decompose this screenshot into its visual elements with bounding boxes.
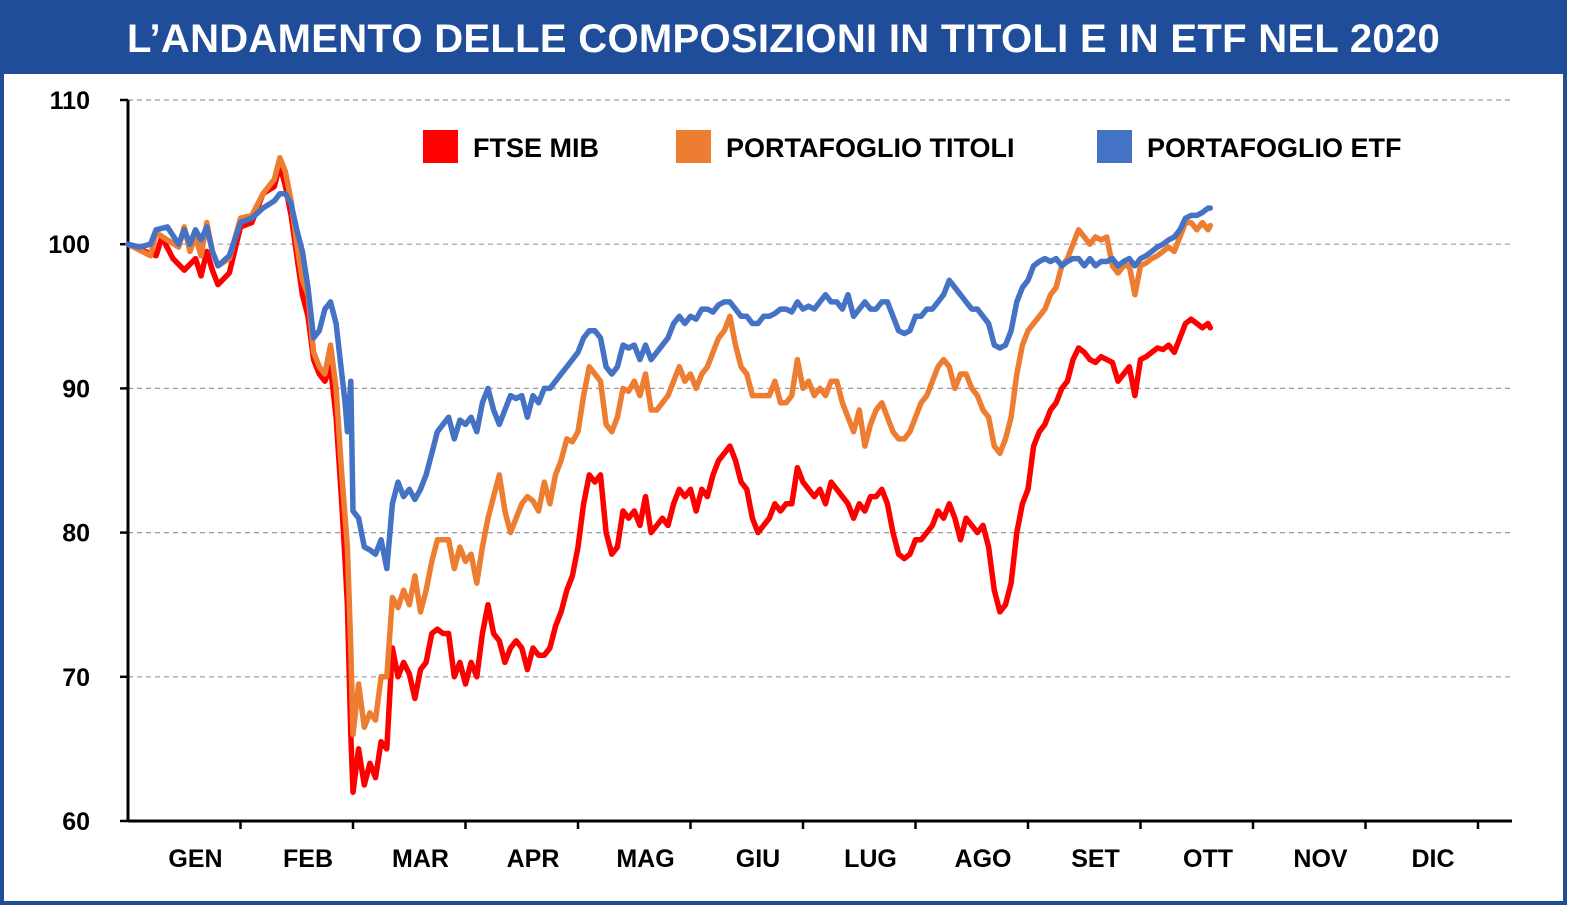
x-tick-label: FEB [283, 845, 333, 873]
x-tick-label: SET [1071, 845, 1120, 873]
y-tick-label: 100 [48, 231, 90, 259]
y-tick-label: 90 [62, 375, 90, 403]
x-tick-label: GEN [168, 845, 222, 873]
y-tick-label: 60 [62, 808, 90, 836]
y-tick-label: 80 [62, 520, 90, 548]
legend-swatch [1097, 130, 1132, 163]
series-line [125, 154, 1214, 738]
legend-label: PORTAFOGLIO TITOLI [726, 133, 1014, 163]
x-tick-label: DIC [1411, 845, 1454, 873]
legend-swatch [676, 130, 711, 163]
y-tick-label: 70 [62, 664, 90, 692]
legend-label: FTSE MIB [473, 133, 599, 163]
x-tick-label: MAG [616, 845, 674, 873]
x-tick-label: MAR [392, 845, 449, 873]
x-tick-label: NOV [1293, 845, 1348, 873]
x-tick-label: GIU [736, 845, 780, 873]
x-tick-label: LUG [844, 845, 897, 873]
series-line [125, 190, 1214, 572]
line-chart: 60 70 80 90 100 110 GEN FEB MAR APR MAG GIU LUG AGO SE… [48, 87, 1512, 873]
chart-frame: L’ANDAMENTO DELLE COMPOSIZIONI IN TITOLI… [0, 0, 1567, 905]
legend-label: PORTAFOGLIO ETF [1147, 133, 1401, 163]
legend-swatch [423, 130, 458, 163]
chart-title: L’ANDAMENTO DELLE COMPOSIZIONI IN TITOLI… [4, 4, 1563, 74]
series-line [125, 162, 1214, 795]
y-tick-label: 110 [50, 87, 90, 115]
x-tick-label: OTT [1183, 845, 1233, 873]
x-tick-label: AGO [955, 845, 1012, 873]
x-tick-label: APR [507, 845, 560, 873]
